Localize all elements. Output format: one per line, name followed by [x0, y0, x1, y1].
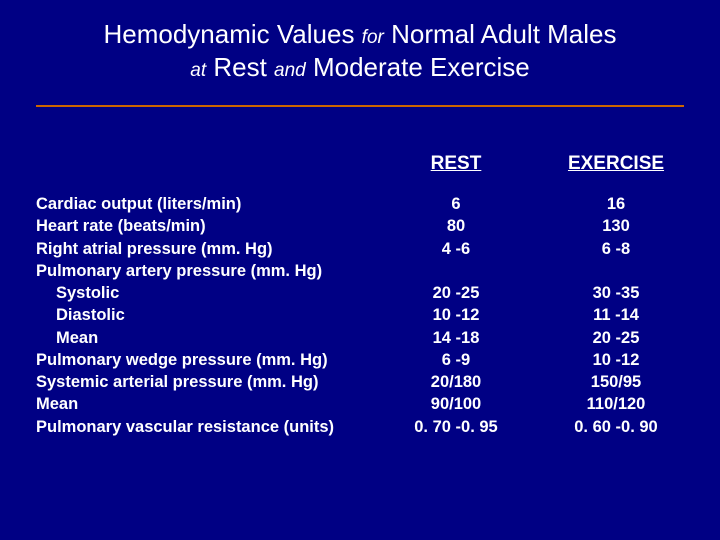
row-rest-value: 0. 70 -0. 95	[376, 416, 536, 438]
row-exercise-value: 10 -12	[536, 349, 696, 371]
row-label: Systolic	[36, 282, 376, 304]
title-part: for	[362, 27, 384, 48]
row-rest-value: 4 -6	[376, 238, 536, 260]
row-label: Cardiac output (liters/min)	[36, 193, 376, 215]
title-part: Rest	[206, 52, 274, 82]
title-part: Moderate Exercise	[306, 52, 530, 82]
title-block: Hemodynamic Values for Normal Adult Male…	[36, 18, 684, 101]
row-exercise-value: 16	[536, 193, 696, 215]
row-exercise-value: 0. 60 -0. 90	[536, 416, 696, 438]
row-rest-value: 90/100	[376, 393, 536, 415]
row-label: Pulmonary vascular resistance (units)	[36, 416, 376, 438]
row-label: Systemic arterial pressure (mm. Hg)	[36, 371, 376, 393]
exercise-column: 161306 -8 30 -3511 -1420 -2510 -12150/95…	[536, 193, 696, 438]
column-header-exercise: EXERCISE	[536, 153, 696, 193]
label-header-blank	[36, 153, 376, 193]
row-exercise-value: 11 -14	[536, 304, 696, 326]
column-header-rest: REST	[376, 153, 536, 193]
row-exercise-value: 20 -25	[536, 327, 696, 349]
label-column: Cardiac output (liters/min)Heart rate (b…	[36, 193, 376, 438]
title-line-1: Hemodynamic Values for Normal Adult Male…	[66, 18, 654, 51]
row-rest-value: 6 -9	[376, 349, 536, 371]
title-line-2: at Rest and Moderate Exercise	[66, 51, 654, 84]
title-part: at	[190, 60, 206, 81]
row-label: Right atrial pressure (mm. Hg)	[36, 238, 376, 260]
row-rest-value	[376, 260, 536, 282]
row-exercise-value: 6 -8	[536, 238, 696, 260]
row-label: Pulmonary artery pressure (mm. Hg)	[36, 260, 376, 282]
slide: Hemodynamic Values for Normal Adult Male…	[0, 0, 720, 438]
row-exercise-value	[536, 260, 696, 282]
row-exercise-value: 130	[536, 215, 696, 237]
rest-column: 6804 -6 20 -2510 -1214 -186 -920/18090/1…	[376, 193, 536, 438]
row-exercise-value: 30 -35	[536, 282, 696, 304]
row-exercise-value: 110/120	[536, 393, 696, 415]
row-label: Mean	[36, 393, 376, 415]
row-label: Mean	[36, 327, 376, 349]
divider-line	[36, 105, 684, 107]
row-rest-value: 10 -12	[376, 304, 536, 326]
row-label: Heart rate (beats/min)	[36, 215, 376, 237]
title-part: Hemodynamic Values	[103, 19, 361, 49]
title-part: and	[274, 60, 306, 81]
row-exercise-value: 150/95	[536, 371, 696, 393]
row-rest-value: 80	[376, 215, 536, 237]
row-rest-value: 20 -25	[376, 282, 536, 304]
title-part: Normal Adult Males	[384, 19, 617, 49]
row-label: Pulmonary wedge pressure (mm. Hg)	[36, 349, 376, 371]
row-label: Diastolic	[36, 304, 376, 326]
row-rest-value: 6	[376, 193, 536, 215]
row-rest-value: 20/180	[376, 371, 536, 393]
hemodynamic-table: REST EXERCISE Cardiac output (liters/min…	[36, 153, 684, 438]
row-rest-value: 14 -18	[376, 327, 536, 349]
